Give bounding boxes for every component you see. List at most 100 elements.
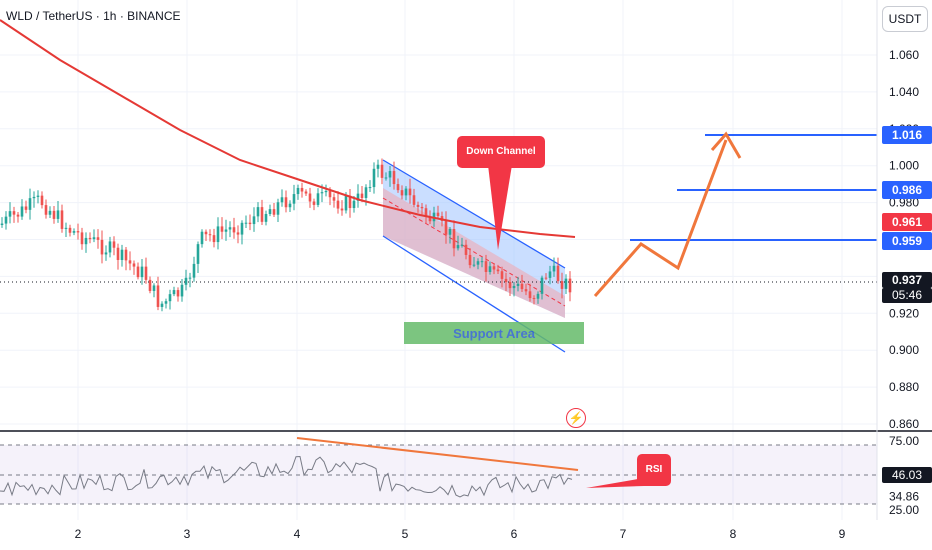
- candle-body: [516, 283, 520, 286]
- projection-path: [593, 139, 728, 297]
- channel-top-line: [382, 159, 566, 269]
- candle-body: [552, 265, 556, 272]
- candle-body: [452, 229, 456, 249]
- candle-body: [524, 289, 528, 292]
- candle-body: [376, 164, 380, 169]
- candle-body: [180, 284, 184, 297]
- price-tick-label: 0.860: [889, 417, 919, 431]
- candle-body: [408, 188, 412, 196]
- tag-countdown: 05:46: [882, 288, 932, 303]
- candle-body: [488, 266, 492, 272]
- candle-body: [80, 232, 84, 245]
- tag-0959: 0.959: [882, 232, 932, 250]
- candle-body: [528, 291, 532, 299]
- rsi-tick-label: 34.86: [889, 489, 919, 503]
- candle-body: [212, 235, 216, 243]
- candle-body: [232, 227, 236, 233]
- candle-body: [208, 234, 212, 236]
- candle-body: [372, 168, 376, 188]
- candle-body: [188, 277, 192, 279]
- candle-body: [304, 191, 308, 194]
- rsi-line: [0, 455, 573, 498]
- candle-body: [36, 195, 40, 197]
- time-axis-labels: 2 3 4 5 6 7 8 9: [75, 527, 846, 541]
- candle-body: [52, 210, 56, 219]
- candle-body: [568, 278, 572, 293]
- candle-body: [480, 261, 484, 263]
- candle-body: [32, 196, 36, 199]
- currency-unit-button[interactable]: USDT: [882, 6, 928, 32]
- candle-body: [312, 201, 316, 205]
- candle-body: [272, 209, 276, 215]
- price-tick-label: 1.060: [889, 48, 919, 62]
- candle-body: [296, 187, 300, 195]
- candle-body: [344, 195, 348, 211]
- candle-body: [384, 177, 388, 179]
- channel-mid-line: [382, 197, 566, 307]
- candle-body: [332, 197, 336, 201]
- candle-body: [324, 190, 328, 193]
- candle-body: [268, 209, 272, 215]
- candle-body: [512, 285, 516, 289]
- candle-body: [288, 203, 292, 208]
- rsi-label: RSI: [637, 454, 671, 486]
- candle-body: [508, 282, 512, 289]
- candle-body: [96, 237, 100, 240]
- candle-body: [368, 187, 372, 189]
- candle-body: [280, 197, 284, 203]
- candle-body: [248, 222, 252, 225]
- candle-body: [336, 200, 340, 209]
- candle-body: [116, 247, 120, 260]
- candle-body: [340, 208, 344, 211]
- candle-body: [204, 231, 208, 235]
- time-tick-label: 3: [184, 527, 191, 541]
- price-tick-label: 0.980: [889, 196, 919, 210]
- candle-body: [60, 210, 64, 229]
- candle-body: [420, 206, 424, 209]
- candle-body: [556, 265, 560, 282]
- price-tick-label: 1.040: [889, 85, 919, 99]
- tag-0986: 0.986: [882, 181, 932, 199]
- candle-body: [120, 249, 124, 260]
- rsi-value-tag: 46.03: [882, 467, 932, 483]
- ticker-title: WLD / TetherUS · 1h · BINANCE: [6, 9, 181, 23]
- candle-body: [496, 269, 500, 272]
- candle-body: [320, 192, 324, 194]
- candle-body: [156, 285, 160, 307]
- candle-body: [456, 245, 460, 249]
- time-tick-label: 2: [75, 527, 82, 541]
- candle-body: [380, 164, 384, 178]
- lightning-icon[interactable]: ⚡: [566, 408, 586, 428]
- price-tick-label: 0.920: [889, 306, 919, 320]
- candle-body: [400, 190, 404, 196]
- tag-0961: 0.961: [882, 213, 932, 231]
- candle-body: [104, 252, 108, 255]
- candle-body: [56, 210, 60, 219]
- time-tick-label: 6: [511, 527, 518, 541]
- candle-body: [364, 187, 368, 198]
- candle-body: [392, 171, 396, 185]
- candle-body: [544, 277, 548, 279]
- price-axis-labels: 1.0601.0401.0201.0000.9800.9400.9200.900…: [889, 48, 919, 431]
- candle-body: [140, 266, 144, 278]
- candle-body: [196, 244, 200, 264]
- candle-body: [68, 227, 72, 233]
- candle-body: [220, 226, 224, 232]
- candle-body: [152, 285, 156, 291]
- candle-body: [300, 187, 304, 192]
- tag-1016: 1.016: [882, 126, 932, 144]
- candle-body: [388, 171, 392, 178]
- candles: [0, 158, 572, 312]
- candle-body: [200, 231, 204, 245]
- price-tick-label: 0.900: [889, 343, 919, 357]
- candle-body: [100, 239, 104, 255]
- candle-body: [144, 266, 148, 280]
- candle-body: [24, 206, 28, 210]
- candle-body: [16, 214, 20, 217]
- candle-body: [64, 227, 68, 229]
- candle-body: [460, 244, 464, 246]
- candle-body: [564, 278, 568, 289]
- candle-body: [128, 260, 132, 264]
- candle-body: [416, 204, 420, 207]
- support-area-label: Support Area: [404, 322, 584, 344]
